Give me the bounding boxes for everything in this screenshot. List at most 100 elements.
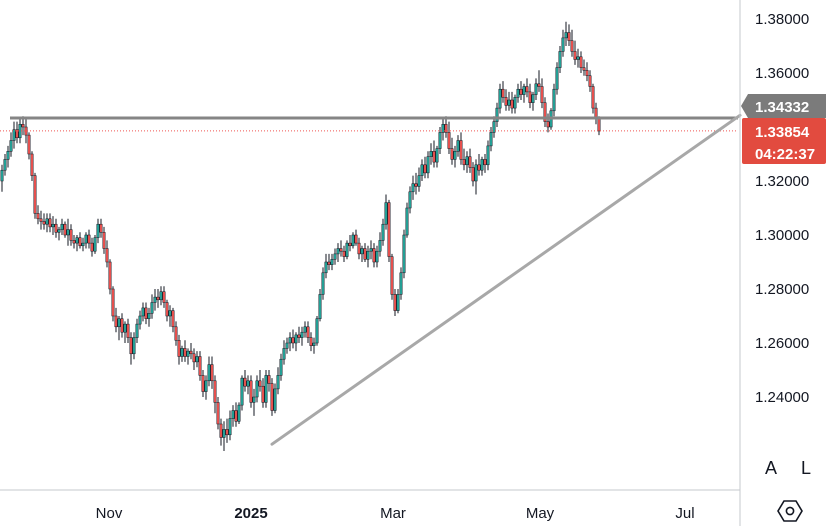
candle-body [564, 32, 568, 39]
candle-body [48, 218, 52, 228]
candle-body [537, 83, 541, 87]
candle-body [45, 218, 49, 225]
candle-body [108, 261, 112, 290]
candle-body [420, 164, 424, 176]
auto-scale-label: A [765, 458, 777, 478]
candle-body [300, 331, 304, 338]
candle-body [129, 337, 133, 355]
candle-body [582, 67, 586, 71]
candle-body [459, 140, 463, 160]
candle-body [513, 97, 517, 109]
chart-settings-gear-icon[interactable] [777, 500, 803, 522]
candle-body [168, 310, 172, 317]
candle-body [306, 326, 310, 338]
candle-body [36, 213, 40, 220]
candle-body [0, 169, 4, 182]
candle-body [303, 326, 307, 333]
time-axis[interactable]: Nov 2025 Mar May Jul [96, 505, 695, 522]
candle-body [462, 159, 466, 166]
candle-body [540, 86, 544, 103]
candle-body [117, 318, 121, 328]
y-tick: 1.24000 [755, 389, 809, 406]
trendline[interactable] [270, 113, 742, 446]
candle-body [270, 383, 274, 411]
candle-body [249, 380, 253, 403]
candle-body [132, 337, 136, 355]
price-axis[interactable]: 1.38000 1.36000 1.32000 1.30000 1.28000 … [755, 11, 809, 406]
candle-body [225, 429, 229, 436]
candle-body [9, 140, 13, 152]
candle-body [417, 175, 421, 187]
candle-body [150, 302, 154, 314]
candle-body [264, 375, 268, 403]
candle-body [429, 151, 433, 157]
candle-body [285, 342, 289, 349]
candle-body [342, 250, 346, 257]
candle-body [282, 348, 286, 360]
candle-body [522, 86, 526, 95]
candle-body [156, 296, 160, 301]
candle-body [561, 37, 565, 52]
candle-body [489, 132, 493, 147]
candle-body [345, 242, 349, 257]
candle-body [279, 358, 283, 376]
candle-body [210, 364, 214, 382]
candle-body [6, 151, 10, 160]
resistance-price-badge: 1.34332 [741, 94, 826, 118]
candle-body [333, 253, 337, 260]
y-tick: 1.32000 [755, 173, 809, 190]
candle-body [252, 396, 256, 403]
candle-body [84, 234, 88, 244]
candle-body [543, 102, 547, 122]
candle-body [336, 248, 340, 255]
candle-body [228, 418, 232, 436]
candle-body [207, 364, 211, 382]
candle-body [471, 167, 475, 182]
candle-body [165, 302, 169, 317]
candle-body [318, 294, 322, 319]
log-scale-button[interactable]: L [791, 452, 821, 482]
candle-body [381, 223, 385, 241]
candle-body [447, 132, 451, 149]
candle-body [501, 88, 505, 98]
candle-body [243, 377, 247, 387]
candle-body [90, 242, 94, 252]
candle-body [255, 380, 259, 398]
candle-body [198, 356, 202, 376]
candle-body [42, 221, 46, 225]
candle-body [423, 164, 427, 174]
candle-body [213, 380, 217, 403]
y-tick: 1.28000 [755, 281, 809, 298]
candle-body [504, 97, 508, 106]
candle-body [432, 151, 436, 163]
candle-body [402, 234, 406, 274]
candle-body [81, 242, 85, 247]
auto-scale-button[interactable]: A [756, 452, 786, 482]
candle-body [324, 261, 328, 274]
candle-body [159, 291, 163, 301]
last-price-badge: 1.33854 04:22:37 [742, 118, 826, 164]
candle-body [579, 56, 583, 68]
candle-body [486, 145, 490, 166]
candle-body [261, 385, 265, 403]
candle-body [321, 272, 325, 295]
candle-body [120, 318, 124, 333]
candle-body [516, 88, 520, 98]
candle-body [438, 132, 442, 149]
candle-body [411, 183, 415, 193]
candle-body [144, 307, 148, 319]
candle-body [189, 350, 193, 355]
candle-body [267, 375, 271, 384]
candle-body [21, 124, 25, 128]
candle-body [414, 183, 418, 187]
candle-body [498, 88, 502, 109]
candle-body [348, 242, 352, 247]
candle-body [30, 153, 34, 176]
candle-body [3, 159, 7, 171]
candle-body [528, 91, 532, 103]
candle-body [366, 250, 370, 260]
candle-body [171, 310, 175, 328]
candle-body [483, 159, 487, 166]
